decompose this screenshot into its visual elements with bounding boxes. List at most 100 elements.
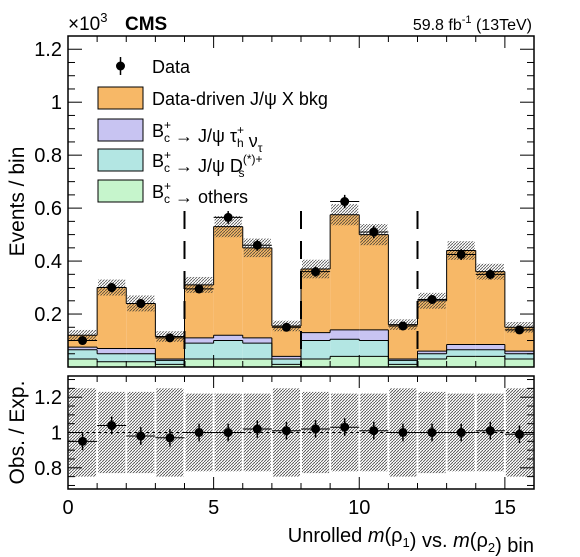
exponent-label: ×103: [68, 10, 107, 35]
stack-bar-others: [68, 359, 98, 367]
stack-bar-tau: [330, 329, 360, 340]
ratio-point: [427, 428, 437, 437]
stack-bar-ds: [359, 340, 389, 357]
ratio-point: [252, 424, 262, 434]
legend-swatch-jpsi_bkg: [97, 86, 144, 110]
stack-bar-ds: [126, 353, 156, 362]
luminosity-label: 59.8 fb-1 (13TeV): [413, 14, 532, 34]
data-point: [369, 227, 379, 237]
stack-bar-jpsi_bkg: [475, 271, 505, 345]
stack-outline: [68, 214, 534, 365]
ratio-y-axis: 0.8 1 1.2: [34, 379, 534, 486]
stack-bar-others: [155, 364, 185, 367]
data-point: [427, 294, 437, 304]
stack-bar-jpsi_bkg: [504, 327, 534, 352]
stack-bar-jpsi_bkg: [330, 214, 360, 330]
y-tick-label: 1.2: [34, 39, 62, 61]
legend-label: Data: [152, 57, 191, 77]
y-tick-label: 0.8: [34, 145, 62, 167]
legend-swatch-others: [97, 179, 144, 203]
stack-bar-others: [271, 364, 301, 367]
data-point: [252, 240, 262, 250]
stack-bar-jpsi_bkg: [184, 284, 214, 338]
legend-label: B+ c → others: [152, 179, 248, 207]
data-point: [165, 333, 175, 343]
stack-bar-tau: [213, 335, 243, 341]
data-point: [398, 321, 408, 331]
stack-bar-ds: [301, 340, 331, 360]
legend-swatch-tau: [97, 118, 144, 142]
legend-data-marker: [116, 61, 125, 71]
stack-bar-tau: [359, 329, 389, 341]
stack-bar-others: [504, 359, 534, 367]
stack-bar-jpsi_bkg: [301, 269, 331, 333]
stack-bar-tau: [388, 359, 418, 361]
stack-bar-jpsi_bkg: [213, 226, 243, 336]
x-tick-label: 10: [348, 497, 370, 519]
data-points: [68, 194, 534, 346]
ratio-point: [107, 420, 117, 430]
main-y-axis: 0.2 0.4 0.6 0.8 1 1.2: [34, 36, 535, 367]
stack-bar-tau: [301, 332, 331, 341]
ratio-points: [68, 416, 534, 451]
experiment-label: CMS: [125, 14, 167, 35]
ratio-point: [514, 429, 524, 439]
ratio-point: [78, 436, 88, 446]
ratio-point: [311, 424, 321, 434]
stack-bar-ds: [68, 349, 98, 360]
stack-bar-ds: [184, 343, 214, 360]
stack-bar-ds: [475, 349, 505, 357]
stack-bar-tau: [504, 351, 534, 354]
stack-bar-tau: [271, 356, 301, 360]
stack-bar-others: [475, 356, 505, 367]
ratio-panel: 0.8 1 1.2 0 5 10 15 Obs. / Exp. Unrolled m(ρ1…: [6, 375, 535, 557]
stack-bar-others: [126, 361, 156, 367]
stack-bar-tau: [68, 347, 98, 350]
stack-bar-others: [97, 361, 127, 367]
stack-bar-ds: [155, 360, 185, 365]
ratio-point: [485, 426, 495, 436]
ratio-point: [281, 426, 291, 436]
stack-bar-tau: [475, 344, 505, 350]
data-point: [223, 212, 233, 222]
stack-bar-others: [359, 356, 389, 367]
stack-bar-others: [388, 364, 418, 367]
data-point: [340, 197, 350, 206]
stack-bar-ds: [330, 339, 360, 357]
stack-bar-ds: [388, 360, 418, 365]
stack-bar-tau: [242, 337, 272, 344]
ratio-point: [398, 428, 408, 437]
stack-bar-ds: [97, 353, 127, 362]
stack-bar-ds: [242, 343, 272, 360]
ratio-point: [223, 428, 233, 437]
stack-bar-tau: [417, 351, 447, 354]
x-axis: 0 5 10 15: [62, 376, 535, 519]
data-point: [78, 336, 88, 346]
legend-label: Data-driven J/ψ X bkg: [152, 89, 328, 109]
stack-bar-tau: [126, 348, 156, 354]
ratio-point: [165, 433, 175, 443]
x-tick-label: 15: [494, 497, 516, 519]
stack-bar-ds: [446, 349, 476, 357]
legend-label: B+ c → J/ψ τ+ h ντ: [152, 118, 263, 155]
header: ×103 CMS 59.8 fb-1 (13TeV): [68, 10, 532, 35]
stack-bar-jpsi_bkg: [446, 250, 476, 345]
stack-fills: [68, 214, 534, 367]
ratio-y-tick-label: 1.2: [34, 387, 62, 409]
legend: Data Data-driven J/ψ X bkg B+ c → J/ψ τ+ h ν…: [97, 57, 328, 207]
data-point: [514, 325, 524, 335]
x-axis-label: Unrolled m(ρ1) vs. m(ρ2) bin: [288, 525, 534, 557]
y-tick-label: 0.4: [34, 251, 62, 273]
stack-bar-others: [242, 359, 272, 367]
data-point: [107, 283, 117, 293]
stack-bar-ds: [271, 359, 301, 365]
y-tick-label: 1: [51, 92, 62, 114]
stack-bar-tau: [97, 348, 127, 354]
data-point: [136, 298, 146, 308]
stack-bar-others: [184, 359, 214, 367]
stack-bar-ds: [417, 353, 447, 360]
data-point: [194, 284, 204, 294]
ratio-uncertainty-bands: [69, 388, 533, 477]
stack-bar-jpsi_bkg: [242, 247, 272, 338]
